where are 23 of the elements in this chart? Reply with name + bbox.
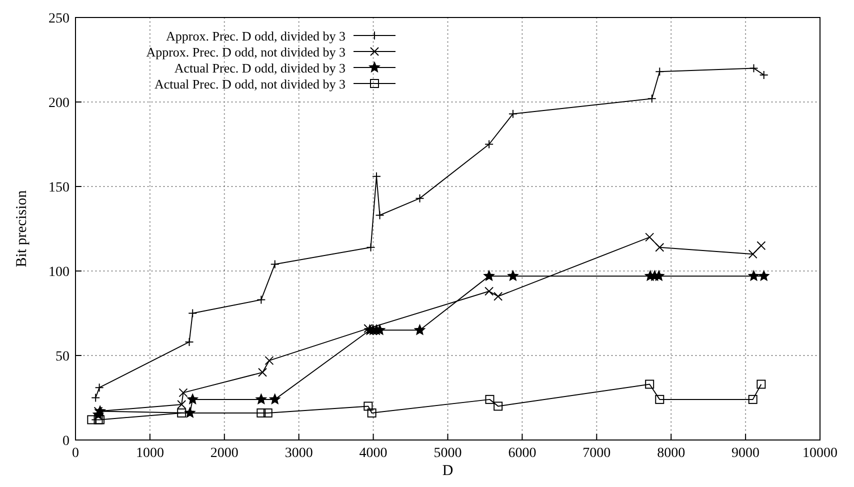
y-tick-label: 150 bbox=[48, 180, 70, 196]
y-tick-label: 100 bbox=[48, 265, 70, 280]
x-tick-label: 7000 bbox=[582, 446, 611, 461]
x-tick-label: 0 bbox=[72, 446, 79, 461]
x-axis-title: D bbox=[442, 463, 454, 479]
legend-label: Actual Prec. D odd, not divided by 3 bbox=[154, 76, 346, 92]
y-axis-title: Bit precision bbox=[14, 190, 30, 268]
x-tick-label: 4000 bbox=[359, 446, 388, 461]
x-tick-label: 10000 bbox=[802, 446, 838, 461]
x-tick-label: 1000 bbox=[136, 446, 164, 461]
legend-label: Actual Prec. D odd, divided by 3 bbox=[174, 60, 346, 76]
x-tick-label: 2000 bbox=[210, 446, 238, 461]
x-tick-label: 3000 bbox=[284, 446, 313, 461]
y-tick-label: 0 bbox=[62, 434, 70, 449]
y-tick-label: 250 bbox=[48, 12, 70, 26]
x-tick-label: 9000 bbox=[732, 446, 760, 461]
x-tick-label: 6000 bbox=[508, 446, 536, 461]
x-tick-label: 8000 bbox=[657, 446, 686, 461]
x-tick-label: 5000 bbox=[434, 446, 462, 461]
legend-label: Approx. Prec. D odd, divided by 3 bbox=[166, 28, 346, 44]
y-tick-label: 200 bbox=[48, 96, 70, 111]
legend-label: Approx. Prec. D odd, not divided by 3 bbox=[146, 44, 346, 60]
y-tick-label: 50 bbox=[56, 350, 70, 364]
